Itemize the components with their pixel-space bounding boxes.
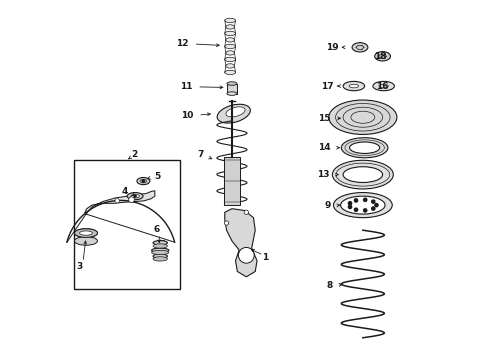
Ellipse shape [131, 194, 139, 198]
Ellipse shape [225, 64, 234, 68]
Text: 11: 11 [180, 82, 192, 91]
Bar [156, 239, 163, 246]
Ellipse shape [374, 51, 389, 61]
Circle shape [354, 199, 357, 202]
Bar [226, 84, 237, 94]
Ellipse shape [140, 179, 146, 183]
Ellipse shape [348, 84, 358, 88]
Bar [156, 253, 163, 259]
Ellipse shape [224, 70, 235, 75]
Ellipse shape [349, 142, 379, 153]
Ellipse shape [332, 160, 392, 189]
Ellipse shape [343, 167, 382, 183]
Circle shape [128, 197, 134, 203]
Ellipse shape [151, 250, 168, 255]
Text: 9: 9 [324, 201, 330, 210]
Ellipse shape [74, 229, 97, 237]
Text: 6: 6 [153, 225, 159, 234]
Ellipse shape [127, 193, 142, 200]
Text: 15: 15 [317, 114, 330, 123]
Circle shape [224, 221, 228, 225]
Circle shape [238, 247, 254, 263]
Ellipse shape [224, 44, 235, 49]
Ellipse shape [372, 81, 394, 91]
Ellipse shape [225, 51, 234, 55]
Ellipse shape [74, 229, 97, 237]
Ellipse shape [341, 138, 387, 158]
Text: 14: 14 [317, 143, 330, 152]
Text: 5: 5 [154, 172, 160, 181]
Ellipse shape [340, 196, 384, 214]
Circle shape [354, 208, 357, 211]
Ellipse shape [80, 231, 92, 235]
Ellipse shape [351, 42, 367, 52]
Bar [156, 248, 164, 252]
Ellipse shape [226, 82, 237, 85]
Text: 18: 18 [373, 52, 386, 61]
Ellipse shape [328, 100, 396, 134]
Ellipse shape [217, 104, 250, 123]
Ellipse shape [153, 240, 167, 245]
Text: 3: 3 [76, 262, 82, 271]
Text: 8: 8 [325, 281, 332, 290]
Ellipse shape [225, 107, 244, 117]
Text: 12: 12 [176, 39, 188, 48]
Circle shape [363, 198, 366, 201]
Circle shape [363, 209, 366, 212]
Text: 7: 7 [197, 150, 203, 159]
Ellipse shape [137, 177, 149, 185]
Text: 19: 19 [325, 43, 338, 52]
Bar [74, 160, 180, 289]
Ellipse shape [225, 25, 234, 29]
Ellipse shape [333, 193, 391, 218]
Circle shape [244, 210, 248, 215]
Text: 17: 17 [320, 82, 333, 91]
Ellipse shape [343, 81, 364, 91]
Polygon shape [85, 191, 155, 214]
Ellipse shape [153, 257, 167, 261]
Ellipse shape [225, 38, 234, 42]
Circle shape [371, 207, 374, 210]
Ellipse shape [224, 31, 235, 36]
Ellipse shape [153, 244, 167, 248]
Circle shape [348, 202, 351, 205]
Text: 13: 13 [317, 170, 329, 179]
Circle shape [371, 200, 374, 203]
Text: 2: 2 [131, 150, 137, 159]
Circle shape [142, 180, 144, 182]
Ellipse shape [224, 18, 235, 23]
Circle shape [348, 205, 351, 208]
Ellipse shape [378, 84, 387, 88]
Ellipse shape [226, 92, 237, 95]
Text: 10: 10 [181, 111, 193, 120]
Ellipse shape [153, 254, 167, 258]
Circle shape [374, 203, 377, 207]
Polygon shape [224, 209, 257, 277]
Bar [80, 233, 92, 241]
Text: 4: 4 [122, 187, 128, 196]
Ellipse shape [151, 248, 168, 252]
Text: 16: 16 [375, 82, 388, 91]
Ellipse shape [224, 57, 235, 62]
Bar [224, 157, 239, 205]
Text: 1: 1 [261, 253, 267, 262]
Circle shape [115, 199, 119, 203]
Ellipse shape [74, 237, 97, 245]
Circle shape [134, 195, 136, 197]
